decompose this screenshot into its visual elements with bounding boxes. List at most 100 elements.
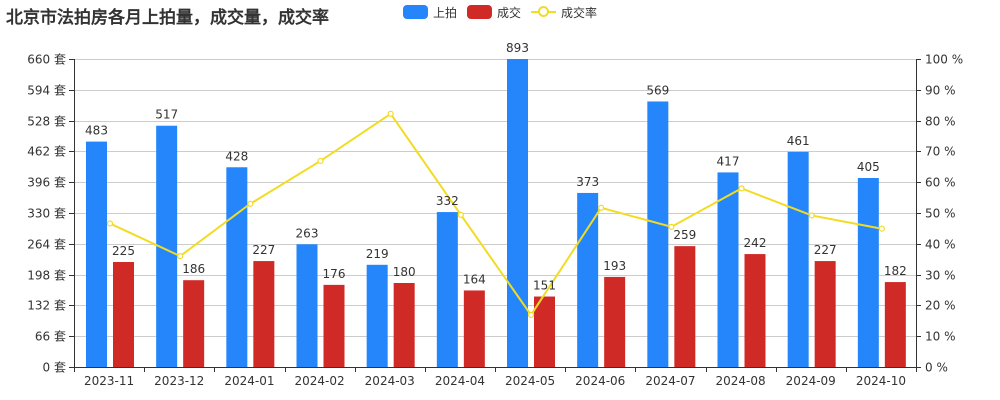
bar-label-listed: 405 <box>857 160 880 174</box>
gridlines <box>74 59 916 337</box>
bar-listed[interactable] <box>787 151 809 367</box>
bar-listed[interactable] <box>577 192 599 367</box>
x-axis-label: 2024-01 <box>224 374 274 388</box>
bar-label-sold: 227 <box>814 243 837 257</box>
axes: 0 套 66 套 132 套 198 套 264 套 330 套 396 套 462 套 528… <box>27 53 963 389</box>
right-axis-label: 80 % <box>925 115 956 129</box>
bar-label-sold: 227 <box>252 243 275 257</box>
left-axis-label: 66 套 <box>35 330 66 344</box>
x-axis-label: 2024-09 <box>786 374 836 388</box>
left-axis-label: 264 套 <box>27 238 66 252</box>
bar-listed[interactable] <box>226 167 248 367</box>
right-axis-label: 60 % <box>925 176 956 190</box>
bar-label-listed: 219 <box>366 247 389 261</box>
legend: 上拍 成交 成交率 <box>403 3 607 21</box>
bar-listed[interactable] <box>507 59 528 367</box>
bar-label-listed: 569 <box>646 83 669 97</box>
bar-sold[interactable] <box>884 282 906 367</box>
legend-swatch-listed-icon <box>403 5 428 19</box>
bar-sold[interactable] <box>534 296 555 367</box>
legend-label-sold: 成交 <box>497 5 522 20</box>
bar-sold[interactable] <box>253 261 275 367</box>
bar-label-sold: 186 <box>182 262 205 276</box>
rate-point[interactable] <box>457 211 464 218</box>
bar-label-sold: 225 <box>112 244 135 258</box>
rate-line-series <box>106 110 885 319</box>
rate-point[interactable] <box>878 225 885 232</box>
bar-listed[interactable] <box>366 264 388 367</box>
x-axis-label: 2024-03 <box>365 374 415 388</box>
left-axis-label: 198 套 <box>27 269 66 283</box>
bar-listed[interactable] <box>156 125 178 367</box>
legend-label-rate: 成交率 <box>561 5 598 20</box>
right-axis-label: 20 % <box>925 299 956 313</box>
bar-listed[interactable] <box>296 244 318 367</box>
bar-series <box>86 59 906 367</box>
bar-sold[interactable] <box>393 283 415 367</box>
bar-label-sold: 193 <box>603 259 626 273</box>
rate-point[interactable] <box>598 204 605 211</box>
bar-listed[interactable] <box>86 141 107 367</box>
rate-point[interactable] <box>387 110 394 117</box>
bar-sold[interactable] <box>814 261 836 367</box>
legend-swatch-sold-icon <box>467 5 493 19</box>
right-axis-label: 50 % <box>925 207 956 221</box>
bar-label-sold: 180 <box>393 265 416 279</box>
x-axis-label: 2023-11 <box>84 374 134 388</box>
bar-listed[interactable] <box>857 178 879 367</box>
legend-item-rate[interactable]: 成交率 <box>531 4 597 21</box>
left-axis-label: 396 套 <box>27 176 66 190</box>
x-axis-label: 2024-04 <box>435 374 485 388</box>
bar-sold[interactable] <box>323 284 345 367</box>
bar-label-listed: 517 <box>155 108 178 122</box>
bar-sold[interactable] <box>604 276 626 367</box>
legend-item-listed[interactable]: 上拍 <box>403 4 457 21</box>
bar-sold[interactable] <box>113 262 134 367</box>
left-axis-label: 132 套 <box>27 299 66 313</box>
x-axis-label: 2024-08 <box>716 374 766 388</box>
bar-label-listed: 893 <box>506 41 529 55</box>
bar-label-sold: 182 <box>884 264 907 278</box>
left-axis-label: 330 套 <box>27 207 66 221</box>
left-axis-label: 594 套 <box>27 84 66 98</box>
rate-point[interactable] <box>738 185 745 192</box>
x-axis-label: 2024-10 <box>856 374 906 388</box>
left-axis-label: 660 套 <box>27 53 66 67</box>
rate-point[interactable] <box>527 311 535 319</box>
rate-point[interactable] <box>247 200 254 207</box>
bar-listed[interactable] <box>717 172 739 367</box>
bar-label-sold: 242 <box>744 236 767 250</box>
bar-label-listed: 373 <box>576 175 599 189</box>
bar-label-listed: 417 <box>717 154 740 168</box>
bar-label-listed: 428 <box>225 149 248 163</box>
rate-point[interactable] <box>106 220 114 227</box>
bar-label-sold: 259 <box>673 228 696 242</box>
right-axis-label: 10 % <box>925 330 956 344</box>
right-axis-label: 30 % <box>925 269 956 283</box>
x-axis-label: 2024-02 <box>295 374 345 388</box>
bar-listed[interactable] <box>647 101 669 367</box>
rate-point[interactable] <box>808 212 815 219</box>
bar-listed[interactable] <box>436 212 458 367</box>
rate-point[interactable] <box>668 223 675 230</box>
bar-sold[interactable] <box>183 280 205 367</box>
rate-point[interactable] <box>177 253 184 260</box>
data-labels: 483 225 517 186 428 227 263 176 219 180 332 164 893 1… <box>85 41 907 293</box>
chart-title: 北京市法拍房各月上拍量，成交量，成交率 <box>6 8 329 28</box>
bar-sold[interactable] <box>744 254 766 367</box>
right-axis-label: 0 % <box>925 361 948 375</box>
x-axis-label: 2024-07 <box>645 374 695 388</box>
bar-sold[interactable] <box>674 246 696 367</box>
legend-line-marker-icon <box>531 5 557 19</box>
legend-item-sold[interactable]: 成交 <box>467 4 521 21</box>
rate-line <box>109 112 883 317</box>
left-axis-label: 528 套 <box>27 115 66 129</box>
right-axis-label: 100 % <box>925 53 963 67</box>
x-axis-label: 2024-05 <box>505 374 555 388</box>
legend-label-listed: 上拍 <box>433 5 458 20</box>
bar-sold[interactable] <box>463 290 485 367</box>
rate-point[interactable] <box>317 157 324 165</box>
right-axis-label: 40 % <box>925 238 956 252</box>
left-axis-label: 462 套 <box>27 145 66 159</box>
